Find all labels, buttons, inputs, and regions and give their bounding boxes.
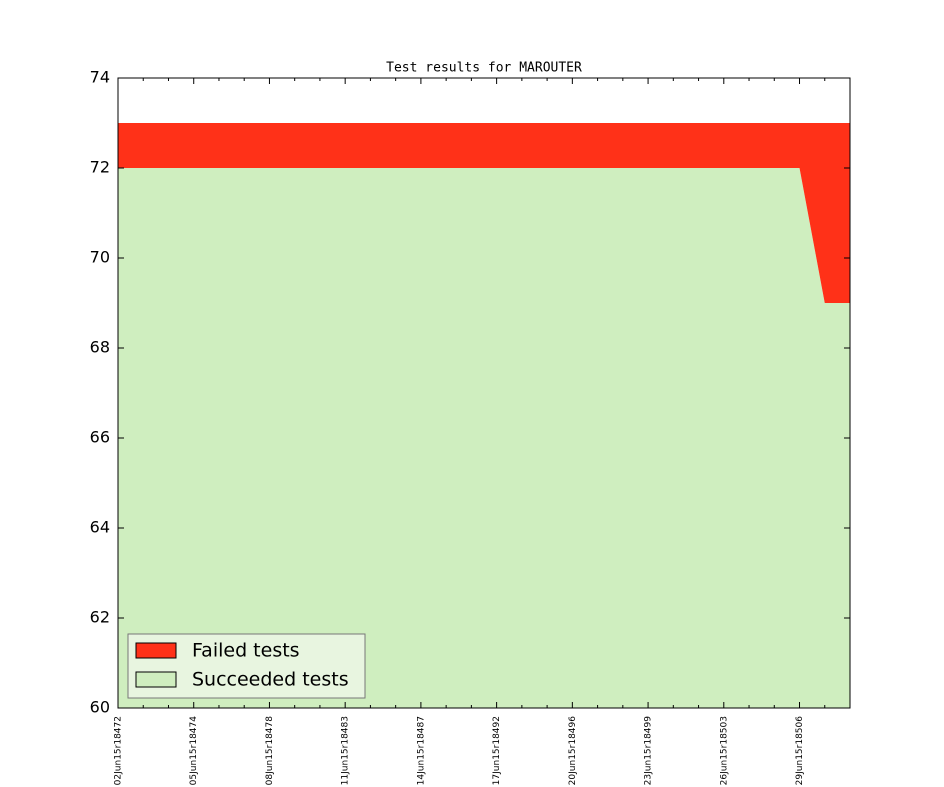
x-tick-label: 23Jun15r18499	[644, 716, 654, 786]
axes: 60 62 64 66 68 70 72 74 02Jun15r18472 05Jun15r184…	[90, 68, 851, 786]
chart-title: Test results for MAROUTER	[386, 61, 582, 76]
y-tick-label: 74	[90, 68, 110, 87]
x-tick-label: 29Jun15r18506	[795, 716, 805, 786]
x-tick-label: 05Jun15r18474	[189, 716, 199, 786]
area	[118, 168, 850, 708]
x-tick-label: 02Jun15r18472	[114, 716, 124, 785]
legend-label: Succeeded tests	[192, 669, 349, 691]
legend-swatch	[135, 671, 177, 688]
x-tick-label: 08Jun15r18478	[265, 716, 275, 786]
y-tick-label: 72	[90, 158, 110, 177]
y-tick-label: 70	[90, 248, 110, 267]
y-tick-label: 62	[90, 608, 110, 627]
y-tick-label: 64	[90, 518, 110, 537]
y-tick-label: 68	[90, 338, 110, 357]
x-tick-label: 17Jun15r18492	[492, 716, 502, 785]
x-tick-label: 20Jun15r18496	[568, 716, 578, 786]
y-tick-label: 60	[90, 698, 110, 717]
legend-swatch	[135, 642, 177, 659]
y-tick-label: 66	[90, 428, 110, 447]
legend-label: Failed tests	[192, 640, 300, 662]
plot-frame	[117, 77, 851, 709]
plot-area	[118, 123, 850, 708]
x-tick-label: 14Jun15r18487	[416, 716, 426, 785]
x-tick-label: 26Jun15r18503	[719, 716, 729, 785]
x-tick-label: 11Jun15r18483	[341, 716, 351, 785]
area	[118, 123, 850, 303]
